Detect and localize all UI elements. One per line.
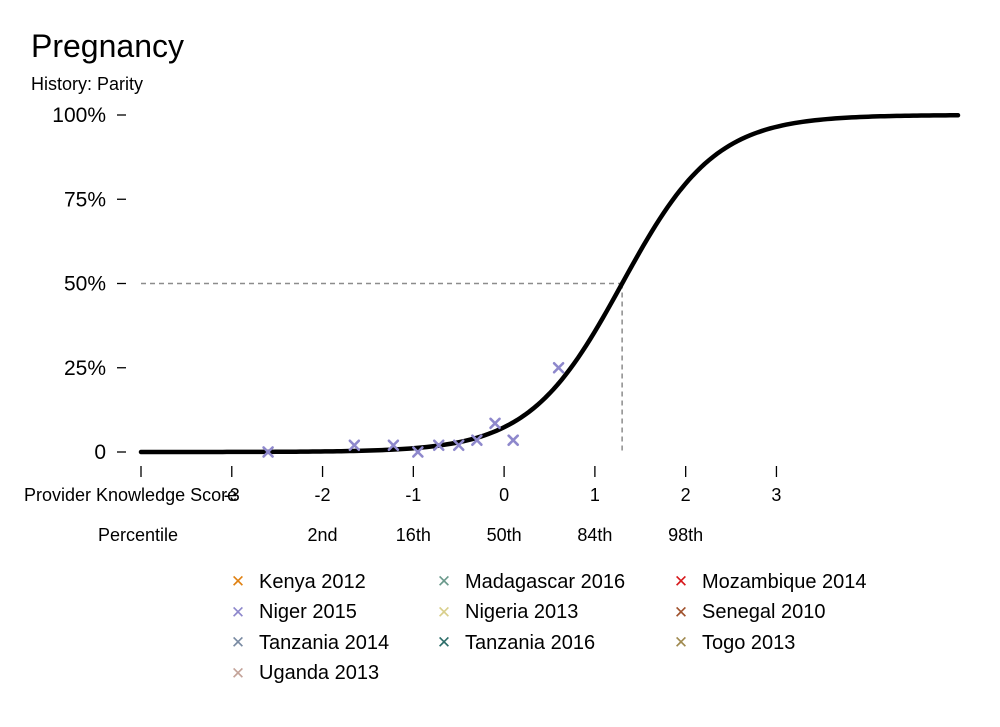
- legend-marker-icon: ✕: [673, 572, 689, 593]
- legend-label: Senegal 2010: [702, 601, 826, 624]
- legend-label: Tanzania 2016: [465, 631, 596, 654]
- legend-item: ✕ Tanzania 2016: [432, 628, 669, 659]
- chart-subtitle: History: Parity: [31, 74, 144, 94]
- legend-marker-icon: ✕: [436, 572, 452, 593]
- legend-marker-icon: ✕: [436, 602, 452, 623]
- legend-label: Mozambique 2014: [702, 570, 867, 593]
- logistic-curve: [138, 113, 961, 455]
- y-tick-label: 0: [94, 441, 106, 464]
- legend-marker-icon: ✕: [436, 633, 452, 654]
- percentile-tick-label: 2nd: [308, 525, 338, 545]
- x-tick-label: -3: [224, 485, 240, 505]
- chart-legend: ✕ Kenya 2012 ✕ Madagascar 2016 ✕ Mozambique 2…: [226, 567, 926, 689]
- legend-item: ✕ Senegal 2010: [669, 598, 869, 629]
- legend-marker-icon: ✕: [230, 602, 246, 623]
- x-tick-label: 0: [499, 485, 509, 505]
- percentile-tick-label: 50th: [487, 525, 522, 545]
- chart-title: Pregnancy: [31, 28, 184, 64]
- legend-marker-icon: ✕: [673, 633, 689, 654]
- x-tick-label: -1: [405, 485, 421, 505]
- x-tick-label: 3: [771, 485, 781, 505]
- data-point: [348, 439, 361, 452]
- legend-label: Kenya 2012: [259, 570, 366, 593]
- legend-label: Tanzania 2014: [259, 631, 390, 654]
- percentile-label: Percentile: [98, 525, 178, 545]
- x-tick-label: 2: [681, 485, 691, 505]
- legend-label: Niger 2015: [259, 601, 357, 624]
- legend-marker-icon: ✕: [230, 633, 246, 654]
- legend-label: Togo 2013: [702, 631, 796, 654]
- data-point: [489, 417, 501, 430]
- data-point: [452, 439, 465, 452]
- data-point: [387, 439, 400, 452]
- data-point: [412, 446, 424, 458]
- legend-item: ✕ Madagascar 2016: [432, 567, 669, 598]
- y-tick-label: 50%: [64, 273, 106, 296]
- legend-label: Nigeria 2013: [465, 601, 579, 624]
- data-point: [471, 434, 483, 447]
- legend-label: Uganda 2013: [259, 662, 380, 685]
- legend-item: ✕ Mozambique 2014: [669, 567, 869, 598]
- legend-label: Madagascar 2016: [465, 570, 626, 593]
- legend-item: ✕ Uganda 2013: [226, 659, 432, 690]
- data-point: [262, 446, 274, 458]
- x-axis-label: Provider Knowledge Score: [24, 485, 237, 505]
- data-point: [507, 434, 519, 447]
- legend-item: ✕ Tanzania 2014: [226, 628, 432, 659]
- legend-marker-icon: ✕: [230, 663, 246, 684]
- percentile-tick-label: 84th: [577, 525, 612, 545]
- legend-marker-icon: ✕: [673, 602, 689, 623]
- legend-item: ✕ Togo 2013: [669, 628, 869, 659]
- legend-item: ✕ Niger 2015: [226, 598, 432, 629]
- legend-item: ✕ Nigeria 2013: [432, 598, 669, 629]
- data-point: [432, 439, 445, 452]
- legend-item: ✕ Kenya 2012: [226, 567, 432, 598]
- y-tick-label: 25%: [64, 357, 106, 380]
- x-tick-label: -2: [315, 485, 331, 505]
- percentile-tick-label: 16th: [396, 525, 431, 545]
- x-tick-label: 1: [590, 485, 600, 505]
- data-point: [552, 361, 565, 374]
- y-tick-label: 100%: [52, 104, 106, 127]
- y-tick-label: 75%: [64, 188, 106, 211]
- legend-marker-icon: ✕: [230, 572, 246, 593]
- percentile-tick-label: 98th: [668, 525, 703, 545]
